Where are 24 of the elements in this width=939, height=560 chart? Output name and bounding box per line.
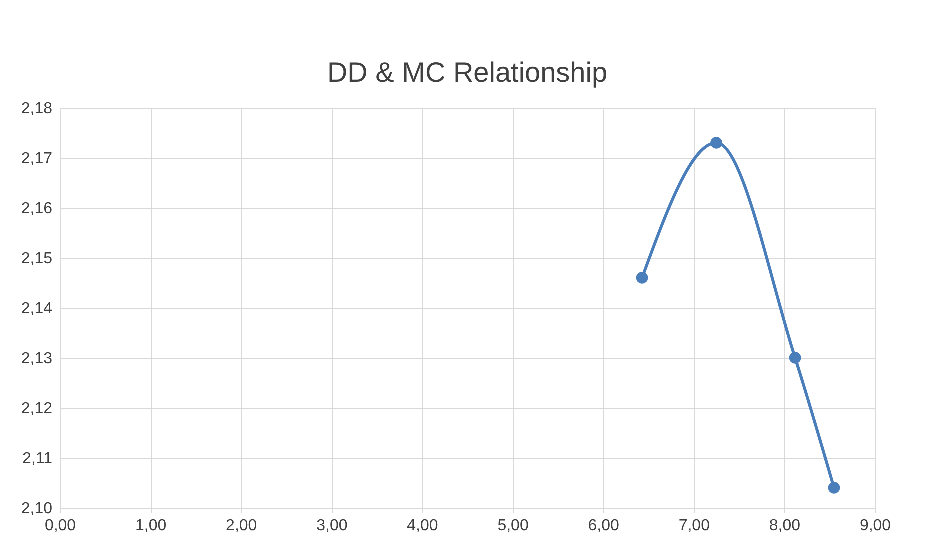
x-tick-label: 2,00 [226, 518, 258, 534]
x-tick-label: 8,00 [769, 518, 801, 534]
y-tick-label: 2,16 [21, 200, 53, 218]
x-tick-label: 9,00 [860, 518, 892, 534]
y-tick-label: 2,17 [21, 150, 53, 168]
y-tick-label: 2,11 [22, 450, 53, 468]
chart-title: DD & MC Relationship [327, 57, 608, 88]
point [636, 272, 648, 284]
y-tick-label: 2,10 [21, 500, 53, 518]
x-tick-label: 6,00 [588, 518, 620, 534]
point [710, 137, 722, 149]
y-tick-label: 2,18 [21, 100, 53, 118]
x-tick-label: 3,00 [316, 518, 348, 534]
x-tick-label: 1,00 [135, 518, 167, 534]
y-tick-label: 2,15 [21, 250, 53, 268]
x-tick-label: 7,00 [678, 518, 710, 534]
x-tick-label: 5,00 [498, 518, 529, 534]
point [789, 352, 802, 364]
x-tick-label: 4,00 [407, 518, 438, 534]
point [828, 482, 840, 494]
x-tick-label: 0,00 [44, 518, 76, 534]
y-tick-label: 2,13 [21, 350, 53, 368]
y-tick-label: 2,12 [21, 400, 53, 418]
y-tick-label: 2,14 [21, 300, 53, 318]
